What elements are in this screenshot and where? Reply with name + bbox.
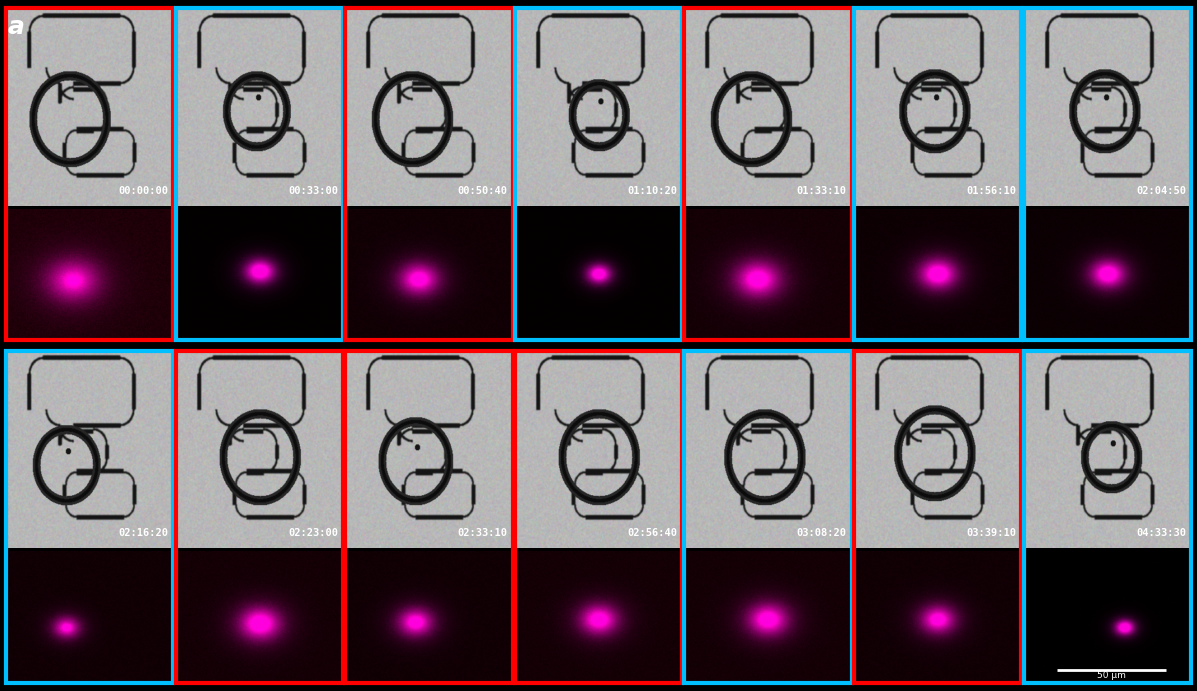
Text: 02:04:50: 02:04:50	[1136, 186, 1186, 196]
Text: 01:56:10: 01:56:10	[966, 186, 1016, 196]
Text: 00:33:00: 00:33:00	[288, 186, 338, 196]
Text: 50 μm: 50 μm	[1096, 671, 1126, 680]
Text: 00:50:40: 00:50:40	[457, 186, 508, 196]
Text: 04:33:30: 04:33:30	[1136, 529, 1186, 538]
Text: 03:39:10: 03:39:10	[966, 529, 1016, 538]
Text: 01:10:20: 01:10:20	[627, 186, 678, 196]
Text: 02:16:20: 02:16:20	[119, 529, 169, 538]
Text: 02:23:00: 02:23:00	[288, 529, 338, 538]
Text: a: a	[7, 15, 24, 39]
Text: 03:08:20: 03:08:20	[797, 529, 846, 538]
Text: 00:00:00: 00:00:00	[119, 186, 169, 196]
Text: 02:56:40: 02:56:40	[627, 529, 678, 538]
Text: 02:33:10: 02:33:10	[457, 529, 508, 538]
Text: 01:33:10: 01:33:10	[797, 186, 846, 196]
